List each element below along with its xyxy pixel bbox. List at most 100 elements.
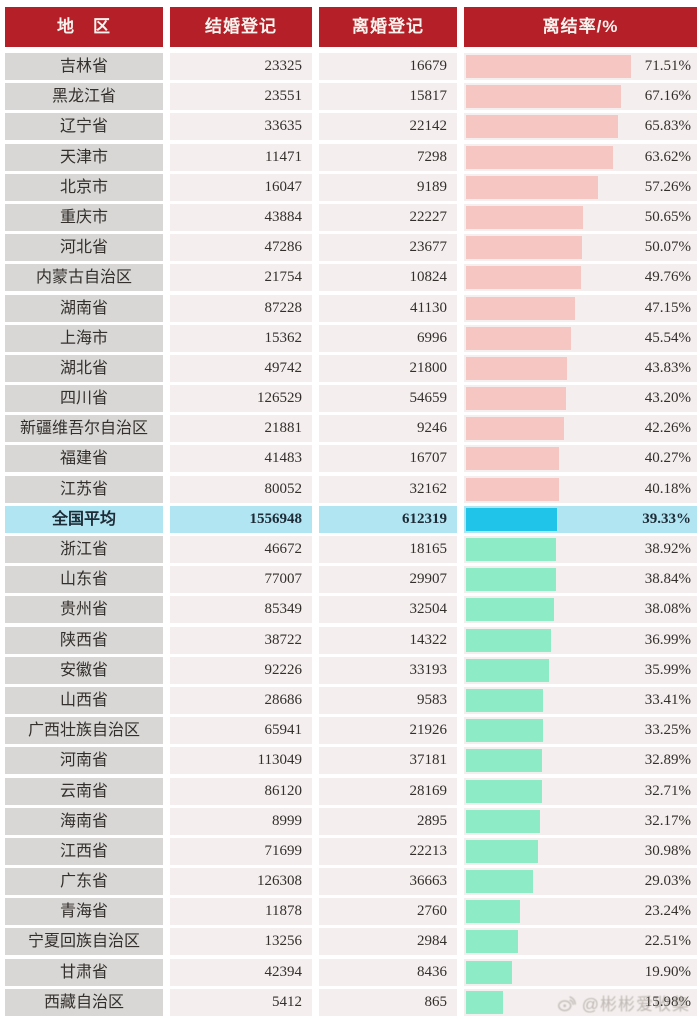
rate-bar	[466, 990, 503, 1014]
divorce-cell: 36663	[319, 868, 457, 896]
region-cell: 江西省	[5, 837, 163, 865]
rate-label: 50.65%	[644, 208, 691, 225]
divorce-cell: 22213	[319, 837, 457, 865]
region-cell: 海南省	[5, 807, 163, 835]
region-cell: 河北省	[5, 234, 163, 262]
region-cell: 辽宁省	[5, 113, 163, 141]
rate-bar	[466, 658, 550, 682]
rate-cell: 22.51%	[464, 928, 697, 956]
marriage-cell: 15362	[170, 324, 312, 352]
rate-bar	[466, 236, 582, 260]
rate-label: 38.08%	[644, 601, 691, 618]
rate-bar	[466, 356, 568, 380]
region-cell: 甘肃省	[5, 958, 163, 986]
divorce-cell: 9583	[319, 686, 457, 714]
rate-label: 32.89%	[644, 752, 691, 769]
table-row: 湖南省 87228 41130 47.15%	[5, 294, 697, 322]
divorce-cell: 37181	[319, 747, 457, 775]
rate-bar	[466, 779, 542, 803]
rate-cell: 38.08%	[464, 596, 697, 624]
divorce-cell: 22142	[319, 113, 457, 141]
table-row: 辽宁省 33635 22142 65.83%	[5, 113, 697, 141]
divorce-cell: 29907	[319, 566, 457, 594]
region-cell: 吉林省	[5, 53, 163, 80]
rate-bar	[466, 719, 543, 743]
divorce-cell: 8436	[319, 958, 457, 986]
rate-label: 23.24%	[644, 903, 691, 920]
divorce-cell: 21800	[319, 354, 457, 382]
table-row: 河北省 47286 23677 50.07%	[5, 234, 697, 262]
table-header-row: 地 区 结婚登记 离婚登记 离结率/%	[5, 7, 697, 47]
table-row: 江西省 71699 22213 30.98%	[5, 837, 697, 865]
marriage-cell: 33635	[170, 113, 312, 141]
rate-label: 47.15%	[644, 299, 691, 316]
marriage-cell: 65941	[170, 717, 312, 745]
rate-cell: 67.16%	[464, 83, 697, 111]
rate-cell: 57.26%	[464, 173, 697, 201]
marriage-cell: 86120	[170, 777, 312, 805]
region-cell: 湖北省	[5, 354, 163, 382]
rate-bar	[466, 296, 575, 320]
rate-bar	[466, 900, 520, 924]
divorce-cell: 612319	[319, 505, 457, 533]
rate-bar	[466, 568, 556, 592]
table-row: 广东省 126308 36663 29.03%	[5, 868, 697, 896]
table-body: 吉林省 23325 16679 71.51% 黑龙江省 23551 15817 …	[5, 53, 697, 1016]
region-cell: 安徽省	[5, 656, 163, 684]
marriage-cell: 43884	[170, 203, 312, 231]
rate-cell: 50.65%	[464, 203, 697, 231]
rate-cell: 39.33%	[464, 505, 697, 533]
divorce-cell: 18165	[319, 536, 457, 563]
rate-cell: 36.99%	[464, 626, 697, 654]
rate-label: 38.84%	[644, 571, 691, 588]
table-row: 湖北省 49742 21800 43.83%	[5, 354, 697, 382]
region-cell: 山西省	[5, 686, 163, 714]
rate-cell: 71.51%	[464, 53, 697, 80]
region-cell: 广西壮族自治区	[5, 717, 163, 745]
rate-cell: 47.15%	[464, 294, 697, 322]
region-cell: 内蒙古自治区	[5, 264, 163, 292]
rate-cell: 35.99%	[464, 656, 697, 684]
table-row: 全国平均 1556948 612319 39.33%	[5, 505, 697, 533]
table-row: 上海市 15362 6996 45.54%	[5, 324, 697, 352]
region-cell: 黑龙江省	[5, 83, 163, 111]
divorce-cell: 33193	[319, 656, 457, 684]
table-row: 贵州省 85349 32504 38.08%	[5, 596, 697, 624]
region-cell: 青海省	[5, 898, 163, 926]
marriage-cell: 13256	[170, 928, 312, 956]
header-cell-rate: 离结率/%	[464, 7, 697, 47]
marriage-cell: 87228	[170, 294, 312, 322]
rate-bar	[466, 628, 552, 652]
rate-bar	[466, 387, 566, 411]
region-cell: 江苏省	[5, 475, 163, 503]
marriage-cell: 11471	[170, 143, 312, 171]
region-cell: 宁夏回族自治区	[5, 928, 163, 956]
rate-label: 32.17%	[644, 812, 691, 829]
marriage-cell: 28686	[170, 686, 312, 714]
divorce-cell: 32504	[319, 596, 457, 624]
region-cell: 陕西省	[5, 626, 163, 654]
rate-bar	[466, 870, 534, 894]
rate-cell: 32.17%	[464, 807, 697, 835]
rate-cell: 50.07%	[464, 234, 697, 262]
divorce-cell: 32162	[319, 475, 457, 503]
marriage-cell: 8999	[170, 807, 312, 835]
rate-label: 40.27%	[644, 450, 691, 467]
rate-cell: 38.92%	[464, 536, 697, 563]
rate-bar	[466, 960, 512, 984]
table-row: 陕西省 38722 14322 36.99%	[5, 626, 697, 654]
marriage-cell: 77007	[170, 566, 312, 594]
rate-bar	[466, 930, 518, 954]
region-cell: 北京市	[5, 173, 163, 201]
divorce-cell: 14322	[319, 626, 457, 654]
rate-label: 67.16%	[644, 88, 691, 105]
rate-cell: 63.62%	[464, 143, 697, 171]
rate-label: 30.98%	[644, 842, 691, 859]
rate-cell: 23.24%	[464, 898, 697, 926]
rate-bar	[466, 447, 559, 471]
rate-bar	[466, 749, 542, 773]
rate-bar	[466, 175, 599, 199]
rate-cell: 15.98%	[464, 988, 697, 1016]
table-row: 吉林省 23325 16679 71.51%	[5, 53, 697, 80]
divorce-cell: 54659	[319, 385, 457, 413]
